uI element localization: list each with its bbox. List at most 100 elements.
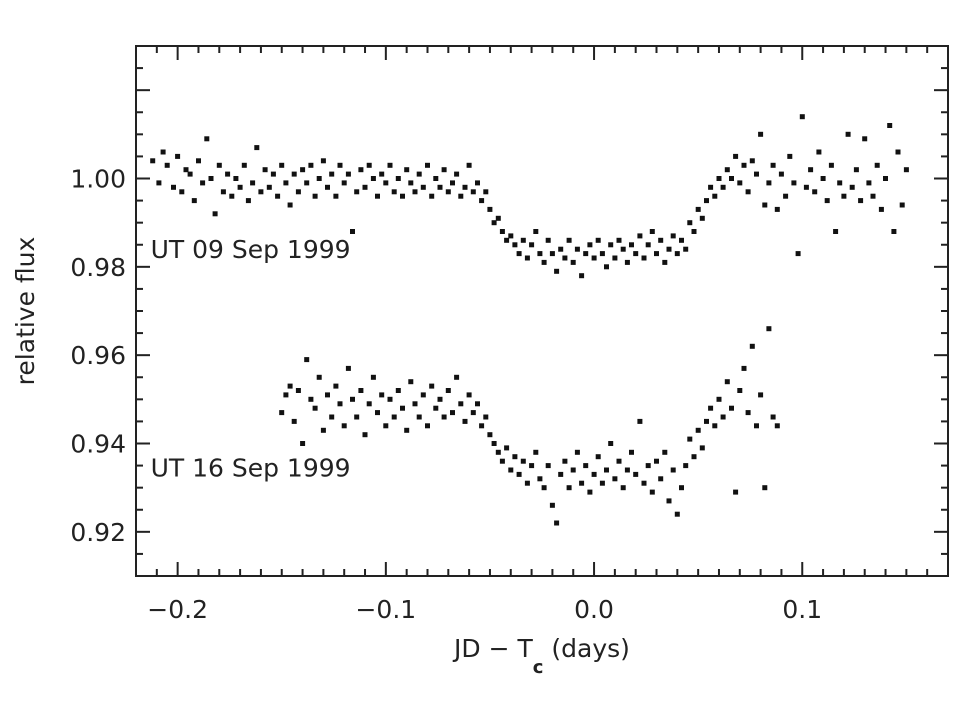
data-point [729,176,734,181]
data-point [662,449,668,455]
plot-frame [135,45,949,577]
data-point [733,489,739,495]
data-point [687,220,693,226]
data-point [333,383,339,389]
data-point [666,498,672,504]
data-point [287,202,293,208]
data-point [570,259,576,265]
data-point [762,485,768,491]
data-point [570,467,576,473]
data-point [270,171,276,177]
data-point [395,388,401,393]
data-point [716,396,722,402]
data-point [400,193,405,199]
data-point [758,392,764,398]
data-point [658,476,664,482]
data-point [354,414,360,420]
data-point [554,268,560,274]
data-point [504,237,510,243]
x-axis-label-main: JD − T [452,634,533,663]
data-point [737,180,743,186]
data-point [320,158,326,164]
data-point [533,229,539,234]
data-point [745,189,751,195]
x-axis-label-subscript: c [533,657,544,678]
data-point [412,401,418,407]
data-point [458,193,464,199]
data-point [466,392,472,398]
data-point [649,489,655,495]
data-point [849,184,855,190]
data-point [708,184,714,190]
data-point [562,458,568,464]
data-point [495,215,501,221]
data-point [164,162,170,168]
data-point [845,131,851,137]
data-point [766,326,772,332]
data-point [708,405,714,411]
data-point [266,184,272,190]
data-point [662,259,668,265]
data-point [391,189,397,195]
data-point [345,365,351,371]
data-point [462,184,468,190]
data-point [437,184,443,190]
data-point [549,502,555,508]
data-point [504,445,510,451]
x-tick-label: 0.0 [574,595,614,624]
data-point [716,176,722,181]
data-point [233,176,239,181]
data-point [445,189,451,195]
data-point [275,193,281,199]
data-point [225,171,231,177]
data-point [658,237,664,243]
data-point [841,193,847,199]
data-point [358,388,364,393]
data-point [895,149,901,155]
data-point [566,237,572,243]
data-point [171,184,176,190]
data-point [679,485,684,491]
data-point [216,162,222,168]
data-point [737,388,743,393]
data-point [541,259,547,265]
data-point [279,410,285,416]
data-point [620,485,626,491]
data-point [241,162,247,168]
y-tick-label: 0.94 [70,430,126,459]
data-point [733,153,739,159]
data-point [300,441,306,446]
data-point [196,158,201,164]
data-point [416,414,422,420]
data-point [541,485,547,491]
data-point [687,436,693,442]
data-point [666,246,672,252]
data-point [358,167,364,173]
data-point [508,233,514,239]
data-point [520,458,526,464]
data-point [337,401,343,407]
data-point [899,202,905,208]
data-point [250,180,256,186]
data-point [508,467,514,473]
x-tick-label: −0.1 [355,595,416,624]
data-point [499,458,505,464]
data-point [754,423,759,429]
data-point [175,153,181,159]
data-point [433,176,439,181]
data-point [341,423,347,429]
data-point [591,255,597,261]
data-point [379,171,385,177]
data-point [566,485,572,491]
data-point [787,153,793,159]
data-point [208,176,214,181]
data-point [762,202,768,208]
data-point [304,357,310,363]
data-point [529,242,535,248]
y-tick-label: 0.98 [70,253,126,282]
data-point [720,184,726,190]
data-point [520,237,526,243]
data-point [858,198,864,204]
data-point [429,193,435,199]
